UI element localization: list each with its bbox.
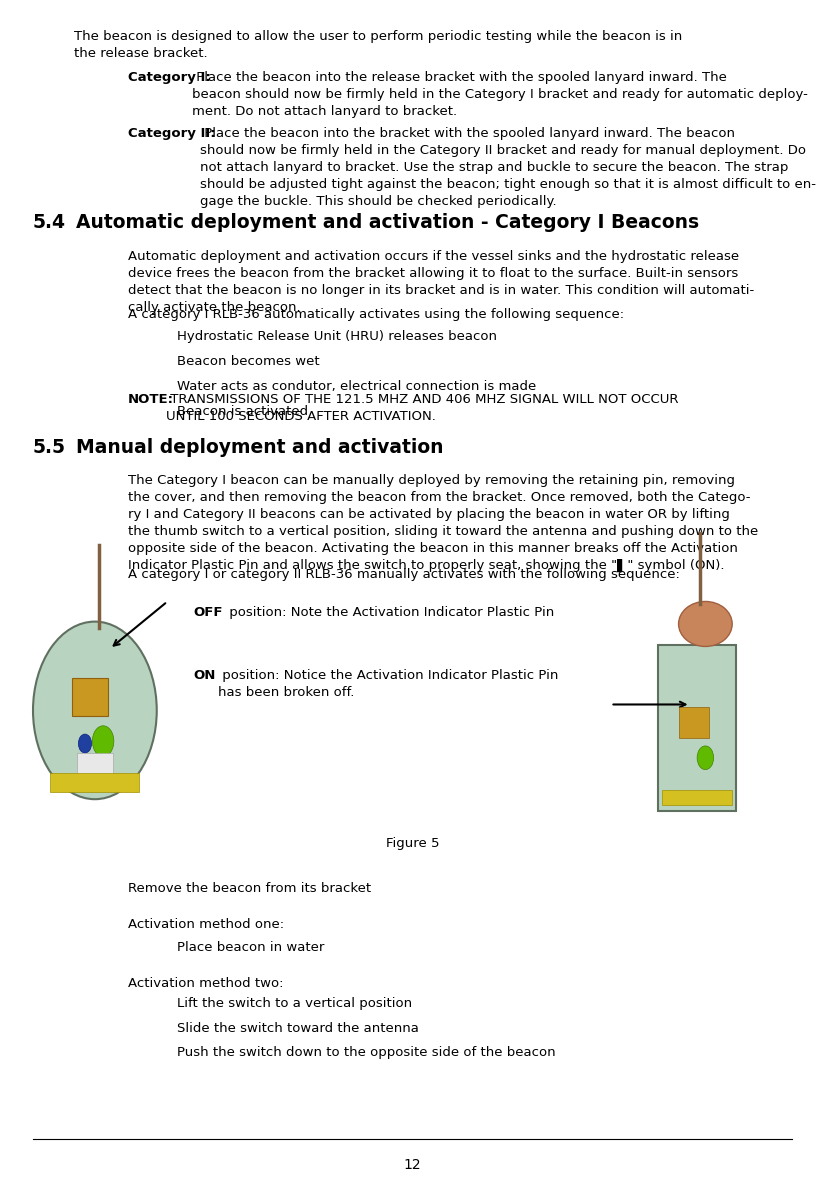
Text: A category I RLB-36 automatically activates using the following sequence:: A category I RLB-36 automatically activa… bbox=[128, 308, 624, 321]
Bar bbox=[77, 753, 113, 779]
Bar bbox=[662, 790, 733, 805]
Text: Manual deployment and activation: Manual deployment and activation bbox=[76, 438, 443, 457]
Bar bbox=[72, 678, 108, 716]
Text: OFF: OFF bbox=[194, 606, 224, 619]
Text: Lift the switch to a vertical position: Lift the switch to a vertical position bbox=[177, 997, 412, 1010]
Text: 12: 12 bbox=[403, 1158, 422, 1172]
Text: Category II:: Category II: bbox=[128, 127, 215, 140]
Text: Place the beacon into the bracket with the spooled lanyard inward. The beacon
sh: Place the beacon into the bracket with t… bbox=[200, 127, 816, 207]
Text: Beacon is activated: Beacon is activated bbox=[177, 405, 309, 418]
Text: Activation method one:: Activation method one: bbox=[128, 918, 284, 931]
Text: Push the switch down to the opposite side of the beacon: Push the switch down to the opposite sid… bbox=[177, 1047, 556, 1060]
Text: A category I or category II RLB-36 manually activates with the following sequenc: A category I or category II RLB-36 manua… bbox=[128, 568, 680, 581]
Circle shape bbox=[697, 746, 714, 770]
Text: Slide the switch toward the antenna: Slide the switch toward the antenna bbox=[177, 1022, 419, 1035]
Text: Place the beacon into the release bracket with the spooled lanyard inward. The
b: Place the beacon into the release bracke… bbox=[192, 71, 808, 118]
Text: Remove the beacon from its bracket: Remove the beacon from its bracket bbox=[128, 882, 371, 895]
Text: Figure 5: Figure 5 bbox=[386, 837, 439, 850]
Bar bbox=[679, 707, 709, 738]
Text: position: Notice the Activation Indicator Plastic Pin
has been broken off.: position: Notice the Activation Indicato… bbox=[218, 669, 559, 699]
Text: The beacon is designed to allow the user to perform periodic testing while the b: The beacon is designed to allow the user… bbox=[74, 30, 682, 59]
Bar bbox=[658, 645, 736, 811]
Circle shape bbox=[33, 622, 157, 799]
Text: Automatic deployment and activation - Category I Beacons: Automatic deployment and activation - Ca… bbox=[76, 213, 699, 232]
Text: Water acts as condutor, electrical connection is made: Water acts as condutor, electrical conne… bbox=[177, 380, 536, 393]
Bar bbox=[50, 773, 139, 792]
Text: TRANSMISSIONS OF THE 121.5 MHZ AND 406 MHZ SIGNAL WILL NOT OCCUR
UNTIL 100 SECON: TRANSMISSIONS OF THE 121.5 MHZ AND 406 M… bbox=[166, 393, 678, 423]
Text: Beacon becomes wet: Beacon becomes wet bbox=[177, 355, 320, 368]
Text: 5.4: 5.4 bbox=[33, 213, 66, 232]
Text: Hydrostatic Release Unit (HRU) releases beacon: Hydrostatic Release Unit (HRU) releases … bbox=[177, 330, 497, 343]
Text: 5.5: 5.5 bbox=[33, 438, 66, 457]
Text: position: Note the Activation Indicator Plastic Pin: position: Note the Activation Indicator … bbox=[225, 606, 554, 619]
Text: Category I:: Category I: bbox=[128, 71, 210, 84]
Ellipse shape bbox=[678, 601, 733, 646]
Text: NOTE:: NOTE: bbox=[128, 393, 174, 406]
Circle shape bbox=[78, 734, 92, 753]
Circle shape bbox=[92, 726, 114, 757]
Text: Activation method two:: Activation method two: bbox=[128, 977, 283, 990]
Text: ON: ON bbox=[194, 669, 216, 682]
Text: The Category I beacon can be manually deployed by removing the retaining pin, re: The Category I beacon can be manually de… bbox=[128, 474, 758, 572]
Text: Place beacon in water: Place beacon in water bbox=[177, 941, 325, 954]
Text: Automatic deployment and activation occurs if the vessel sinks and the hydrostat: Automatic deployment and activation occu… bbox=[128, 250, 754, 314]
